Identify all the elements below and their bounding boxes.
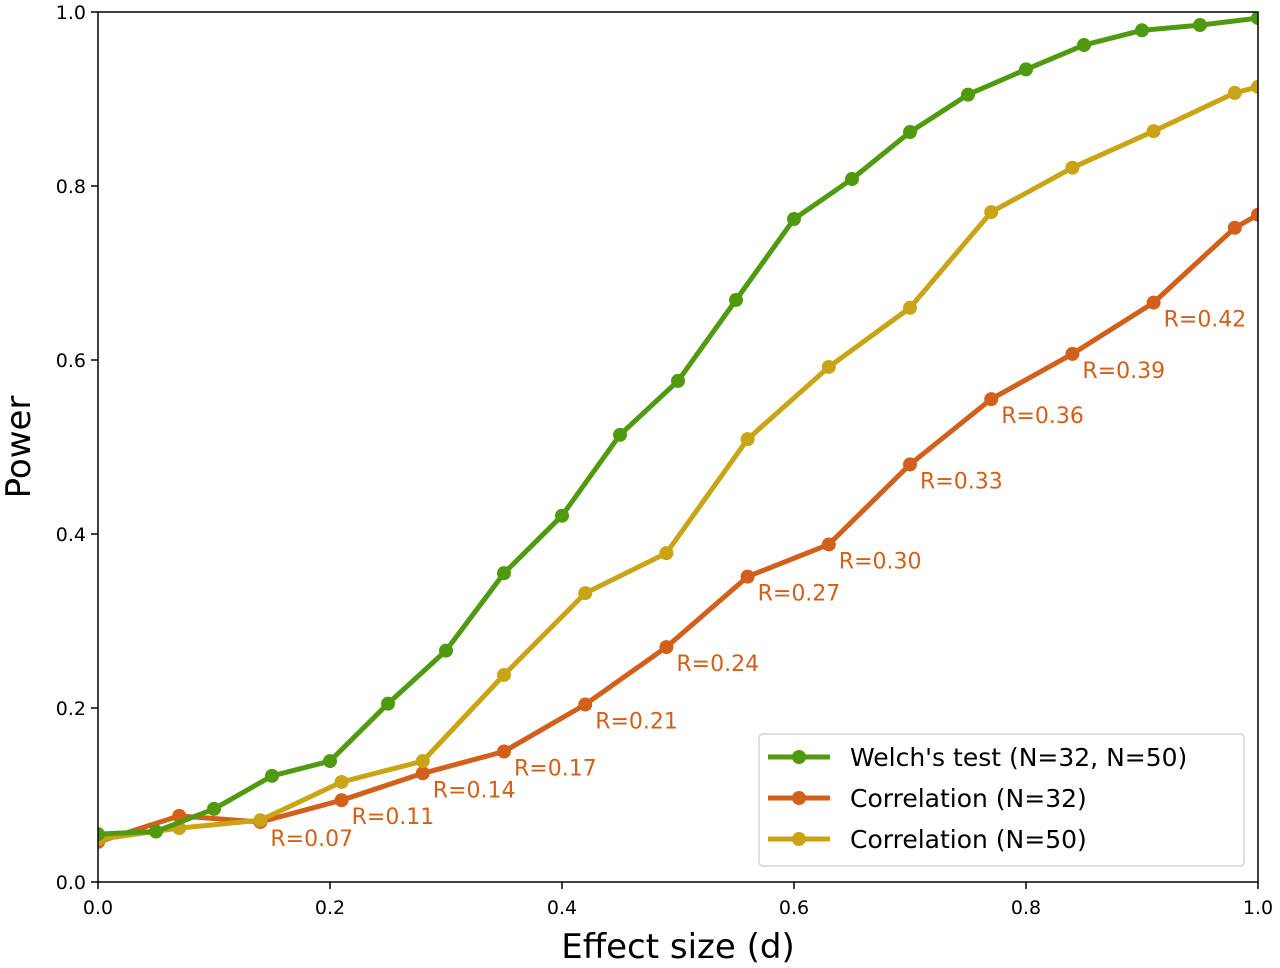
y-tick-label: 0.8	[56, 176, 86, 198]
data-point	[265, 768, 279, 783]
data-point	[415, 766, 430, 781]
x-tick-label: 0.8	[1011, 897, 1041, 919]
data-point	[1065, 160, 1080, 175]
data-point	[1227, 85, 1242, 100]
r-value-labels: R=0.07R=0.11R=0.14R=0.17 R=0.21 R=0.24 R=0.…	[270, 308, 1246, 852]
x-tick-label: 0.2	[315, 897, 345, 919]
data-point	[1251, 12, 1258, 26]
data-point	[1146, 295, 1161, 310]
data-point	[961, 87, 975, 102]
y-tick-label: 1.0	[56, 2, 86, 24]
data-point	[1077, 38, 1091, 53]
axis-ticks: 0.0 0.2 0.4 0.6 0.8 1.0 0.0 0.2 0.4 0.6 0.8 1.0	[56, 2, 1273, 919]
legend: Welch's test (N=32, N=50) Correlation (N=…	[758, 733, 1245, 867]
data-point	[323, 754, 337, 769]
data-point	[149, 824, 163, 839]
x-tick-label: 0.4	[547, 897, 577, 919]
y-tick-label: 0.4	[56, 524, 86, 546]
plot-area: R=0.07R=0.11R=0.14R=0.17 R=0.21 R=0.24 R=0.…	[98, 12, 1258, 852]
y-axis-label: Power	[0, 396, 39, 499]
data-point	[613, 427, 627, 442]
data-point	[671, 373, 685, 388]
r-value-label: R=0.27	[758, 582, 841, 607]
legend-marker	[792, 750, 806, 764]
data-point	[334, 793, 349, 808]
data-point	[1193, 18, 1207, 33]
data-point	[253, 813, 268, 828]
data-point	[1135, 23, 1149, 38]
data-point	[381, 696, 395, 711]
data-point	[845, 172, 859, 187]
x-tick-label: 0.0	[83, 897, 113, 919]
series-line	[98, 212, 1258, 845]
legend-label: Correlation (N=50)	[850, 825, 1087, 854]
y-tick-label: 0.2	[56, 698, 86, 720]
data-point	[903, 125, 917, 140]
data-point	[1227, 220, 1242, 235]
r-value-label: R=0.39	[1082, 359, 1165, 384]
data-point	[207, 801, 221, 816]
y-tick-label: 0.6	[56, 350, 86, 372]
series-line	[98, 15, 1258, 837]
data-point	[415, 754, 430, 769]
data-point	[984, 392, 999, 407]
r-value-label: R=0.11	[352, 805, 435, 830]
data-point	[98, 827, 105, 842]
data-point	[578, 697, 593, 712]
data-point	[1019, 62, 1033, 77]
axes-frame	[97, 11, 1259, 883]
legend-marker	[792, 791, 806, 805]
r-value-label: R=0.30	[839, 549, 922, 574]
legend-box	[758, 733, 1245, 867]
legend-label: Correlation (N=32)	[850, 784, 1087, 813]
series-line	[98, 84, 1258, 842]
r-value-label: R=0.24	[676, 652, 759, 677]
r-value-label: R=0.36	[1001, 404, 1084, 429]
r-value-label: R=0.42	[1164, 308, 1247, 333]
x-tick-label: 1.0	[1243, 897, 1273, 919]
data-point	[821, 537, 836, 552]
data-point	[334, 774, 349, 789]
series-group	[98, 12, 1258, 849]
data-point	[1251, 207, 1258, 222]
r-value-label: R=0.14	[433, 778, 516, 803]
data-point	[555, 508, 569, 523]
data-point	[821, 359, 836, 374]
data-point	[497, 566, 511, 581]
data-point	[659, 546, 674, 561]
x-tick-label: 0.6	[779, 897, 809, 919]
data-point	[1251, 79, 1258, 94]
data-point	[659, 640, 674, 655]
data-point	[1065, 346, 1080, 361]
y-tick-label: 0.0	[56, 872, 86, 894]
data-point	[729, 292, 743, 307]
legend-marker	[792, 832, 806, 846]
data-point	[740, 432, 755, 447]
r-value-label: R=0.33	[920, 469, 1003, 494]
data-point	[1146, 124, 1161, 139]
r-value-label: R=0.07	[270, 827, 353, 852]
data-point	[903, 457, 917, 472]
legend-label: Welch's test (N=32, N=50)	[850, 743, 1187, 772]
data-point	[787, 212, 801, 227]
data-point	[578, 586, 593, 601]
x-axis-label: Effect size (d)	[561, 927, 795, 967]
data-point	[497, 744, 511, 759]
data-point	[984, 205, 999, 220]
data-point	[903, 300, 917, 315]
r-value-label: R=0.21	[595, 710, 678, 735]
r-value-label: R=0.17	[514, 757, 597, 782]
data-point	[497, 667, 511, 682]
data-point	[439, 643, 453, 658]
data-point	[740, 569, 755, 584]
